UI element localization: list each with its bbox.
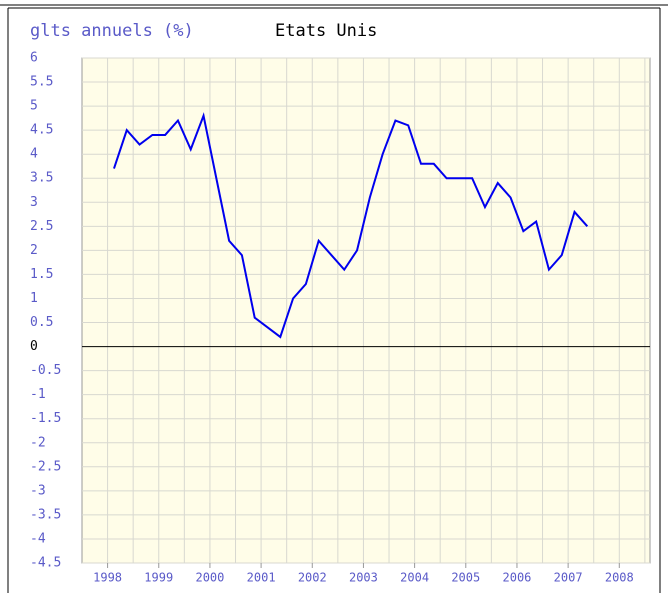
x-tick-label: 2003 — [349, 571, 378, 585]
x-tick-label: 2004 — [400, 571, 429, 585]
x-tick-label: 2006 — [503, 571, 532, 585]
y-tick-label: -4 — [30, 531, 46, 546]
x-tick-label: 1999 — [144, 571, 173, 585]
y-tick-label: -4.5 — [30, 556, 61, 571]
y-tick-label: -0.5 — [30, 363, 61, 378]
y-tick-label: 6 — [30, 51, 38, 66]
y-tick-label: 1 — [30, 291, 38, 306]
x-tick-label: 2001 — [247, 571, 276, 585]
y-tick-label: -2.5 — [30, 459, 61, 474]
x-tick-label: 1998 — [93, 571, 122, 585]
x-tick-label: 2007 — [554, 571, 583, 585]
y-tick-label: 5.5 — [30, 75, 53, 90]
y-tick-label: -1.5 — [30, 411, 61, 426]
y-tick-label: -3.5 — [30, 507, 61, 522]
x-tick-label: 2005 — [451, 571, 480, 585]
y-tick-label: -1 — [30, 387, 46, 402]
x-tick-label: 2002 — [298, 571, 327, 585]
y-tick-label: -3 — [30, 483, 46, 498]
y-tick-label: -2 — [30, 435, 46, 450]
plot-area — [81, 57, 651, 564]
y-tick-label: 4.5 — [30, 123, 53, 138]
y-tick-label: 2 — [30, 243, 38, 258]
y-tick-label: 2.5 — [30, 219, 53, 234]
y-tick-label: 0 — [30, 339, 38, 354]
x-tick-label: 2000 — [195, 571, 224, 585]
chart-title: glts annuels (%) — [30, 21, 194, 41]
y-tick-label: 1.5 — [30, 267, 53, 282]
line-series — [113, 112, 589, 339]
x-tick-label: 2008 — [605, 571, 634, 585]
y-tick-label: 0.5 — [30, 315, 53, 330]
y-tick-label: 4 — [30, 147, 38, 162]
y-tick-label: 3 — [30, 195, 38, 210]
y-tick-label: 5 — [30, 99, 38, 114]
chart-subtitle: Etats Unis — [275, 21, 377, 41]
y-tick-label: 3.5 — [30, 171, 53, 186]
